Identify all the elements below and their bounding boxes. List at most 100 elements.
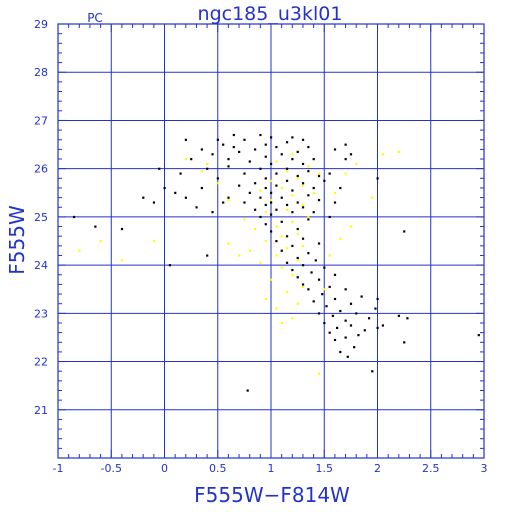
point-black	[184, 196, 187, 199]
y-tick-labels: 21 22 23 24 25 26 27 28 29	[34, 18, 48, 417]
point-yellow	[301, 244, 305, 248]
point-black	[206, 254, 209, 257]
point-black	[259, 133, 262, 137]
point-black	[325, 305, 328, 308]
y-tick-label: 27	[34, 114, 48, 127]
point-yellow	[291, 273, 294, 276]
point-black	[275, 184, 278, 187]
x-tick-label: 2.5	[422, 462, 440, 475]
point-yellow	[333, 191, 337, 194]
point-black	[285, 167, 289, 170]
point-yellow	[152, 240, 156, 243]
point-black	[360, 295, 363, 298]
x-tick-label: -1	[53, 462, 64, 475]
point-black	[333, 148, 337, 151]
point-black	[349, 302, 353, 305]
y-axis-label: F555W	[5, 205, 29, 275]
point-yellow	[317, 172, 321, 175]
point-black	[280, 220, 283, 223]
point-black	[346, 355, 349, 358]
point-yellow	[206, 162, 209, 166]
point-black	[333, 338, 337, 342]
point-black	[243, 172, 246, 175]
point-black	[403, 230, 406, 233]
point-black	[280, 196, 283, 199]
point-yellow	[296, 232, 299, 235]
point-black	[152, 201, 156, 204]
point-black	[301, 283, 305, 286]
point-yellow	[280, 266, 283, 269]
point-black	[227, 196, 230, 199]
y-tick-label: 25	[34, 211, 48, 224]
point-black	[406, 317, 409, 320]
point-yellow	[312, 191, 315, 194]
point-black	[339, 309, 342, 313]
point-black	[291, 136, 294, 139]
point-black	[333, 201, 337, 204]
point-black	[296, 276, 299, 279]
point-black	[363, 329, 366, 332]
point-yellow	[285, 247, 289, 250]
point-yellow	[317, 372, 321, 375]
point-yellow	[349, 225, 353, 228]
point-black	[312, 211, 315, 214]
point-black	[211, 211, 214, 214]
x-tick-label: 0	[161, 462, 168, 475]
point-black	[291, 211, 294, 214]
grid-lines	[57, 23, 485, 458]
point-black	[264, 223, 267, 226]
point-black	[328, 331, 331, 334]
point-black	[371, 370, 374, 373]
point-black	[367, 317, 371, 320]
point-black	[174, 191, 177, 194]
x-axis-label: F555W−F814W	[194, 483, 350, 507]
point-yellow	[285, 208, 289, 211]
point-black	[264, 143, 267, 146]
point-black	[275, 208, 278, 211]
point-black	[317, 278, 321, 281]
point-black	[216, 177, 219, 180]
point-black	[376, 177, 379, 180]
point-yellow	[291, 220, 294, 223]
point-yellow	[184, 158, 187, 161]
point-black	[307, 252, 310, 255]
point-yellow	[275, 254, 278, 257]
x-tick-labels: -1 -0.5 0 0.5 1 1.5 2 2.5 3	[53, 462, 488, 475]
x-tick-label: -0.5	[101, 462, 122, 475]
point-black	[259, 196, 262, 199]
point-black	[72, 215, 76, 219]
point-yellow	[99, 240, 102, 243]
point-black	[264, 177, 267, 180]
point-black	[344, 143, 347, 146]
point-black	[285, 203, 289, 207]
point-black	[264, 203, 267, 207]
point-yellow	[307, 215, 310, 219]
y-tick-label: 23	[34, 307, 48, 320]
point-black	[314, 259, 317, 262]
point-black	[331, 314, 334, 317]
point-black	[190, 158, 193, 161]
point-black	[238, 184, 241, 187]
point-black	[275, 172, 278, 175]
point-black	[296, 227, 299, 231]
point-black	[355, 312, 358, 315]
point-black	[211, 153, 214, 156]
point-black	[296, 174, 299, 178]
point-yellow	[397, 150, 400, 153]
y-tick-label: 26	[34, 163, 48, 176]
point-yellow	[296, 259, 299, 262]
point-yellow	[307, 165, 310, 168]
point-black	[254, 148, 257, 151]
point-yellow	[280, 186, 283, 190]
point-black	[291, 268, 294, 272]
point-black	[353, 346, 356, 349]
chart-title: ngc185_u3kl01	[198, 3, 343, 25]
point-black	[270, 230, 273, 233]
point-black	[291, 158, 294, 161]
point-yellow	[243, 218, 246, 221]
point-black	[291, 244, 294, 248]
point-black	[285, 261, 289, 264]
point-black	[336, 326, 339, 329]
point-black	[200, 186, 203, 190]
point-black	[376, 297, 379, 301]
